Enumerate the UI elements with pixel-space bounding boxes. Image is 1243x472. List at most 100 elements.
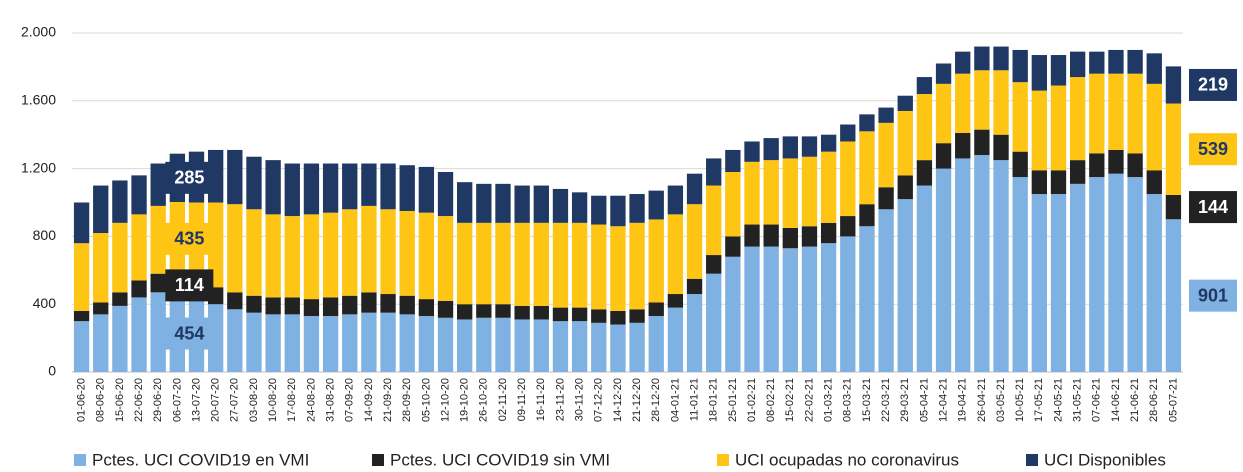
- bar-segment: [1069, 183, 1086, 372]
- bar-segment: [93, 185, 109, 234]
- bar-segment: [801, 136, 818, 157]
- legend-swatch: [372, 454, 384, 466]
- bar-segment: [763, 138, 779, 161]
- x-tick-label: 07-12-20: [593, 378, 605, 422]
- x-tick-label: 03-08-20: [248, 378, 260, 422]
- x-tick-label: 06-07-20: [171, 378, 183, 422]
- bar-segment: [955, 73, 971, 134]
- x-tick-label: 04-01-21: [669, 378, 681, 422]
- bar-segment: [706, 158, 722, 186]
- x-tick-label: 13-07-20: [190, 378, 202, 422]
- bar-segment: [437, 171, 454, 217]
- bar-segment: [1165, 103, 1182, 195]
- x-tick-label: 23-11-20: [554, 378, 566, 421]
- bar-segment: [993, 134, 1009, 161]
- bar-segment: [380, 209, 396, 295]
- bar-segment: [322, 163, 339, 213]
- x-tick-label: 29-03-21: [899, 378, 911, 422]
- x-tick-label: 01-06-20: [75, 378, 87, 422]
- y-tick-label: 0: [48, 363, 56, 379]
- bar-segment: [399, 295, 415, 315]
- bar-segment: [610, 324, 626, 372]
- x-tick-label: 20-07-20: [210, 378, 222, 422]
- bar-segment: [725, 149, 741, 172]
- bar-segment: [112, 305, 128, 372]
- bar-segment: [457, 319, 473, 372]
- bar-segment: [591, 322, 607, 372]
- bar-segment: [112, 222, 128, 293]
- legend-item: Pctes. UCI COVID19 en VMI: [74, 450, 309, 469]
- bar-segment: [1108, 49, 1124, 74]
- bar-segment: [361, 312, 377, 372]
- bar-segment: [782, 136, 798, 159]
- bar-segment: [284, 163, 300, 217]
- bar-segment: [859, 226, 875, 372]
- bar-segment: [284, 297, 300, 315]
- bar-segment: [1127, 177, 1143, 372]
- bar-segment: [418, 316, 435, 372]
- bar-segment: [93, 314, 109, 372]
- bar-segment: [935, 143, 952, 169]
- x-tick-label: 09-11-20: [516, 378, 528, 421]
- bar-segment: [974, 70, 990, 130]
- bar-segment: [342, 163, 358, 210]
- bar-segment: [916, 77, 933, 95]
- bar-segment: [897, 199, 913, 372]
- bar-segment: [667, 185, 684, 215]
- data-label: 114: [175, 275, 204, 295]
- bar-segment: [552, 321, 569, 372]
- bar-segment: [533, 305, 549, 320]
- bar-segment: [93, 302, 109, 315]
- bar-segment: [112, 292, 128, 306]
- bar-segment: [514, 222, 530, 306]
- y-tick-label: 800: [33, 227, 57, 243]
- x-tick-label: 12-04-21: [937, 378, 949, 422]
- bar-segment: [495, 317, 511, 372]
- bar-segment: [629, 309, 645, 323]
- bar-segment: [686, 173, 703, 205]
- bar-segment: [993, 46, 1009, 71]
- bar-segment: [150, 205, 166, 274]
- bar-segment: [686, 294, 703, 372]
- data-label-box: [1189, 191, 1237, 224]
- bar-segment: [840, 124, 856, 142]
- bar-segment: [763, 224, 779, 247]
- bar-segment: [610, 310, 626, 325]
- bar-segment: [1012, 177, 1028, 372]
- bar-segment: [284, 216, 300, 298]
- legend-label: Pctes. UCI COVID19 sin VMI: [390, 450, 610, 469]
- bar-segment: [322, 316, 339, 372]
- x-tick-label: 30-11-20: [574, 378, 586, 421]
- bar-segment: [840, 216, 856, 237]
- data-label: 901: [1198, 285, 1228, 305]
- bar-segment: [591, 195, 607, 225]
- bar-segment: [1069, 51, 1086, 78]
- bar-segment: [342, 209, 358, 296]
- y-tick-label: 1.600: [21, 92, 56, 108]
- bar-segment: [820, 243, 837, 372]
- bar-segment: [916, 160, 933, 186]
- legend-swatch: [74, 454, 86, 466]
- bar-segment: [591, 309, 607, 323]
- bar-segment: [73, 321, 90, 372]
- bar-segment: [820, 151, 837, 223]
- bar-segment: [533, 185, 549, 223]
- bar-segment: [265, 314, 281, 372]
- x-tick-label: 21-12-20: [631, 378, 643, 422]
- bar-segment: [629, 322, 645, 372]
- data-label: 539: [1198, 139, 1228, 159]
- x-tick-label: 19-10-20: [459, 378, 471, 422]
- legend-item: Pctes. UCI COVID19 sin VMI: [372, 450, 610, 469]
- bar-segment: [533, 222, 549, 306]
- x-tick-label: 24-05-21: [1052, 378, 1064, 422]
- x-tick-label: 10-05-21: [1014, 378, 1026, 422]
- x-tick-label: 05-04-21: [918, 378, 930, 422]
- bar-segment: [1050, 55, 1067, 86]
- x-tick-label: 07-09-20: [344, 378, 356, 422]
- bar-segment: [361, 163, 377, 206]
- x-tick-label: 16-11-20: [535, 378, 547, 421]
- bar-segment: [227, 149, 243, 205]
- bar-segment: [131, 280, 147, 298]
- bar-segment: [418, 166, 435, 213]
- x-tick-label: 28-06-21: [1148, 378, 1160, 422]
